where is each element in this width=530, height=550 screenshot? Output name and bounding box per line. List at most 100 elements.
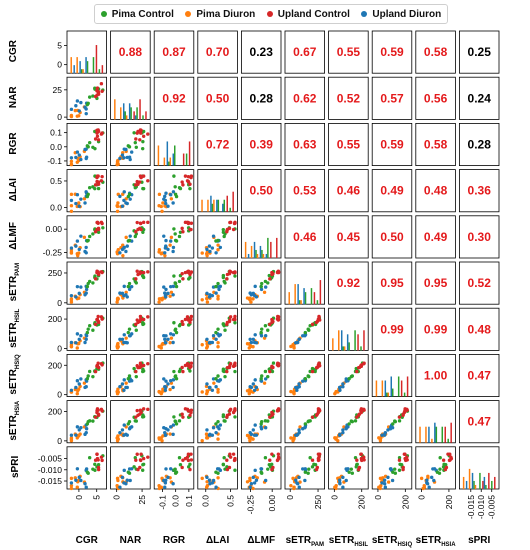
hist-bar [386,392,388,397]
scatter-point [205,485,209,489]
scatter-point [171,190,176,194]
scatter-point [188,186,192,191]
scatter-point [252,481,257,485]
x-tick-label: -0.1 [157,495,167,510]
scatter-point [141,134,146,138]
scatter-point [350,374,355,378]
scatter-point [267,273,271,278]
scatter-point [77,114,81,118]
scatter-point [69,209,74,213]
scatter-point [210,433,215,437]
legend-item-pima-control: Pima Control [100,9,174,20]
scatter-point [292,485,296,489]
scatter-point [171,201,175,205]
scatter-point [341,428,345,432]
scatter-point [121,192,125,196]
scatter-point [186,318,191,322]
scatter-frame [110,400,151,444]
scatter-point [183,270,188,275]
scatter-point [180,365,184,370]
scatter-point [77,201,81,205]
scatter-point [306,471,310,475]
scatter-frame [415,446,456,490]
scatter-point [79,478,83,483]
correlation-value: 0.58 [424,45,448,59]
scatter-point [69,297,74,301]
scatter-point [391,422,395,426]
scatter-point [128,426,132,430]
scatter-point [74,341,78,345]
corr-frame [197,76,238,120]
corr-frame [458,76,500,120]
scatter-point [139,317,143,321]
x-axis-label: RGR [163,535,186,546]
scatter-point [86,238,90,243]
correlation-value: 0.59 [380,138,404,152]
scatter-point [268,369,272,374]
scatter-point [75,467,80,471]
scatter-point [96,320,101,325]
hist-bar [247,253,250,258]
scatter-point [341,475,345,480]
scatter-frame [240,353,282,397]
hist-bar [375,380,378,397]
scatter-point [84,111,88,116]
scatter-point [295,481,299,485]
correlation-value: 0.55 [337,138,361,152]
scatter-point [438,467,442,471]
scatter-point [160,439,164,443]
scatter-point [132,131,136,135]
scatter-point [124,381,128,385]
scatter-point [173,471,178,475]
scatter-point [146,407,150,412]
correlation-value: 0.28 [468,138,492,152]
correlation-value: 0.53 [293,184,317,198]
scatter-point [211,478,216,483]
scatter-point [317,318,322,322]
scatter-point [124,235,128,240]
scatter-point [93,468,97,472]
scatter-point [248,439,252,443]
legend-marker [100,11,107,17]
hist-bar [343,346,346,351]
scatter-point [96,230,101,235]
scatter-point [186,269,191,273]
scatter-point [73,108,77,113]
scatter-point [248,337,252,341]
scatter-point [169,467,173,471]
scatter-point [260,327,264,331]
scatter-point [115,209,120,213]
scatter-point [314,467,319,472]
legend-label: Pima Diuron [196,8,256,20]
scatter-point [77,434,81,438]
scatter-point [134,369,138,374]
scatter-point [200,251,204,255]
scatter-point [69,107,74,112]
scatter-point [96,467,101,472]
scatter-point [333,436,337,440]
scatter-point [177,456,182,460]
scatter-point [95,456,100,461]
scatter-point [128,157,132,162]
scatter-point [393,419,398,424]
scatter-point [221,463,226,467]
scatter-point [276,269,281,273]
scatter-point [313,463,318,467]
scatter-point [168,341,172,345]
scatter-point [228,269,232,273]
scatter-point [253,378,257,382]
scatter-point [350,419,355,424]
y-axis-label: sPRI [10,456,21,478]
scatter-point [172,468,176,472]
scatter-point [83,293,87,297]
x-tick-label: 0 [417,495,427,500]
legend-item-upland-diuron: Upland Diuron [361,9,441,20]
scatter-point [86,192,90,197]
hist-bar [130,107,132,120]
scatter-point [127,238,132,243]
scatter-point [221,413,226,417]
scatter-point [157,300,161,304]
scatter-point [259,330,263,335]
scatter-point [252,388,257,393]
corr-frame [415,261,456,305]
